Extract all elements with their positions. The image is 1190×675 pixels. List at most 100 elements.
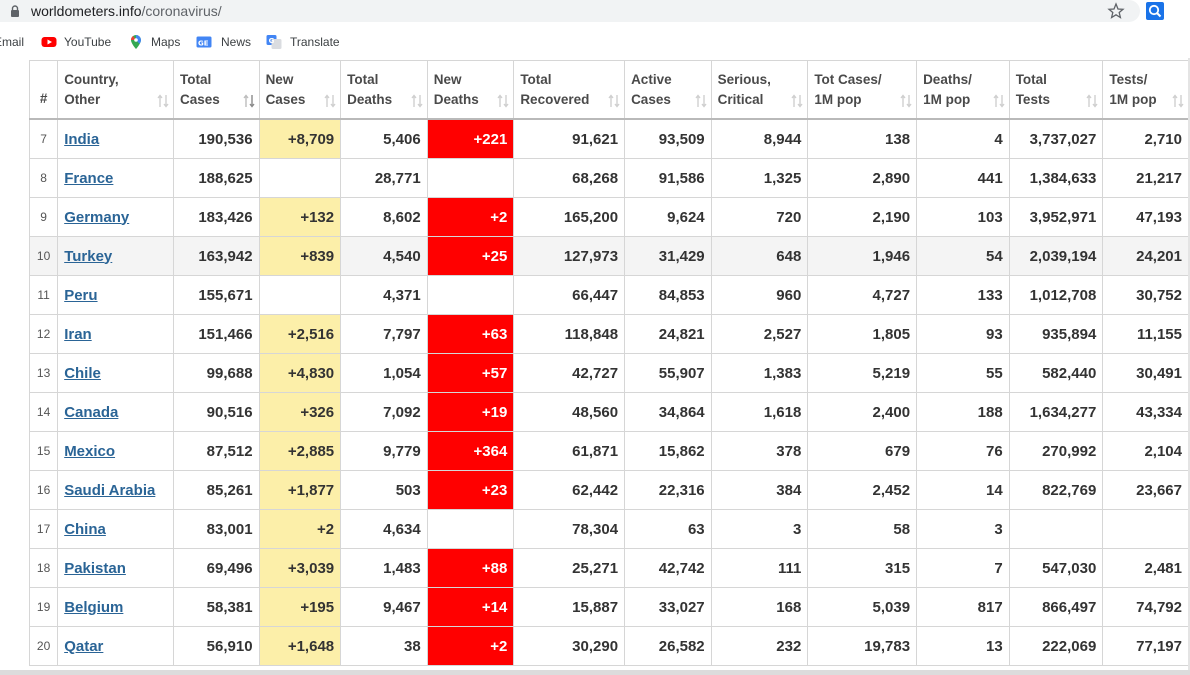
sort-icon[interactable] (1086, 94, 1098, 108)
new-deaths-cell: +221 (426, 118, 515, 159)
table-row: 19 Belgium 58,381 +195 9,467 +14 15,887 33,027 1… (28, 587, 1189, 627)
deaths-1m-cell: 55 (916, 353, 1010, 393)
header-label-line1: Tot Cases/ (814, 71, 882, 87)
country-cell: Pakistan (57, 548, 174, 588)
total-recovered-cell: 62,442 (513, 470, 626, 510)
country-link[interactable]: Qatar (64, 637, 104, 655)
total-tests-cell: 2,039,194 (1008, 236, 1104, 276)
total-tests-cell: 935,894 (1008, 314, 1104, 354)
country-cell: Chile (57, 353, 174, 393)
left-margin (0, 58, 29, 675)
bookmark-news[interactable]: GE News (196, 34, 256, 50)
country-cell: France (57, 158, 174, 198)
bookmark-label: Maps (151, 35, 181, 49)
bookmark-translate[interactable]: G Translate (266, 34, 346, 50)
horizontal-scrollbar[interactable] (0, 670, 1190, 675)
cases-1m-cell: 58 (807, 509, 918, 549)
column-header-total-recovered[interactable]: Total Recovered (513, 60, 626, 120)
cases-1m-cell: 2,890 (807, 158, 918, 198)
sort-icon[interactable] (608, 94, 620, 108)
table-row: 7 India 190,536 +8,709 5,406 +221 91,621 93,509… (28, 118, 1189, 159)
vertical-scrollbar[interactable] (1188, 58, 1190, 675)
country-link[interactable]: Canada (64, 403, 119, 421)
deaths-1m-cell: 7 (916, 548, 1010, 588)
column-header-cases-1m[interactable]: Tot Cases/1M pop (807, 60, 918, 120)
country-cell: Iran (57, 314, 174, 354)
sort-icon[interactable] (993, 94, 1005, 108)
sort-icon[interactable] (497, 94, 509, 108)
country-link[interactable]: Iran (64, 325, 92, 343)
header-label-line2: Recovered (520, 91, 590, 107)
country-link[interactable]: China (64, 520, 106, 538)
critical-cell: 111 (710, 548, 809, 588)
sort-icon[interactable] (411, 94, 423, 108)
sort-icon[interactable] (324, 94, 336, 108)
column-header-country[interactable]: Country, Other (57, 60, 174, 120)
svg-text:GE: GE (198, 40, 209, 48)
total-tests-cell: 866,497 (1008, 587, 1104, 627)
column-header-total-tests[interactable]: Total Tests (1008, 60, 1104, 120)
column-header-deaths-1m[interactable]: Deaths/1M pop (916, 60, 1010, 120)
column-header-total-cases[interactable]: Total Cases (172, 60, 260, 120)
country-link[interactable]: Peru (64, 286, 98, 304)
omnibox[interactable]: worldometers.info/coronavirus/ (0, 0, 1140, 22)
bookmark-maps[interactable]: Maps (128, 34, 188, 50)
total-deaths-cell: 5,406 (340, 118, 428, 159)
country-link[interactable]: Germany (64, 208, 130, 226)
country-link[interactable]: Belgium (64, 598, 124, 616)
column-header-tests-1m[interactable]: Tests/1M pop (1102, 60, 1189, 120)
column-header-new-deaths[interactable]: New Deaths (426, 60, 515, 120)
country-link[interactable]: Pakistan (64, 559, 126, 577)
total-cases-cell: 58,381 (172, 587, 260, 627)
header-label-line2: Critical (717, 91, 764, 107)
url-text[interactable]: worldometers.info/coronavirus/ (31, 2, 222, 20)
country-link[interactable]: Turkey (64, 247, 113, 265)
total-cases-cell: 90,516 (172, 392, 260, 432)
table-row: 16 Saudi Arabia 85,261 +1,877 503 +23 62,442 22… (28, 470, 1189, 510)
table-row: 17 China 83,001 +2 4,634 78,304 63 3 58 3 (28, 509, 1189, 549)
country-link[interactable]: Saudi Arabia (64, 481, 156, 499)
active-cell: 42,742 (624, 548, 712, 588)
sort-descending-icon[interactable] (243, 94, 255, 108)
new-cases-cell: +1,877 (258, 470, 342, 510)
sort-icon[interactable] (157, 94, 169, 108)
deaths-1m-cell: 3 (916, 509, 1010, 549)
sort-icon[interactable] (1172, 94, 1184, 108)
country-link[interactable]: Chile (64, 364, 101, 382)
column-header-new-cases[interactable]: New Cases (258, 60, 342, 120)
sort-icon[interactable] (900, 94, 912, 108)
table-header-row: # Country, Other Total Cases New Cases Total Dea… (28, 60, 1189, 120)
country-cell: Mexico (57, 431, 174, 471)
column-header-critical[interactable]: Serious, Critical (710, 60, 809, 120)
sort-icon[interactable] (695, 94, 707, 108)
row-index: 8 (28, 158, 59, 198)
total-cases-cell: 190,536 (172, 118, 260, 159)
new-cases-cell: +1,648 (258, 626, 342, 666)
column-header-active[interactable]: Active Cases (624, 60, 712, 120)
critical-cell: 2,527 (710, 314, 809, 354)
new-deaths-cell: +2 (426, 197, 515, 237)
search-extension-icon[interactable] (1146, 2, 1164, 20)
header-label-line2: Deaths (433, 91, 479, 107)
bookmark-youtube[interactable]: YouTube (41, 34, 121, 50)
header-label-line1: Total (520, 71, 552, 87)
sort-icon[interactable] (791, 94, 803, 108)
new-cases-cell: +132 (258, 197, 342, 237)
total-deaths-cell: 7,092 (340, 392, 428, 432)
cases-1m-cell: 315 (807, 548, 918, 588)
cases-1m-cell: 138 (807, 118, 918, 159)
bookmark-star-icon[interactable] (1107, 2, 1125, 20)
country-link[interactable]: Mexico (64, 442, 116, 460)
country-link[interactable]: India (64, 130, 100, 148)
table-body: 7 India 190,536 +8,709 5,406 +221 91,621 93,509… (28, 118, 1189, 666)
header-label-line1: Total (347, 71, 379, 87)
country-link[interactable]: France (64, 169, 114, 187)
total-recovered-cell: 15,887 (513, 587, 626, 627)
header-label-line1: Deaths/ (923, 71, 972, 87)
column-header-total-deaths[interactable]: Total Deaths (340, 60, 428, 120)
total-tests-cell (1008, 509, 1104, 549)
active-cell: 55,907 (624, 353, 712, 393)
lock-icon[interactable] (8, 4, 22, 18)
bookmark-email[interactable]: Email (0, 34, 34, 50)
table-row: 11 Peru 155,671 4,371 66,447 84,853 960 4,727 13… (28, 275, 1189, 315)
